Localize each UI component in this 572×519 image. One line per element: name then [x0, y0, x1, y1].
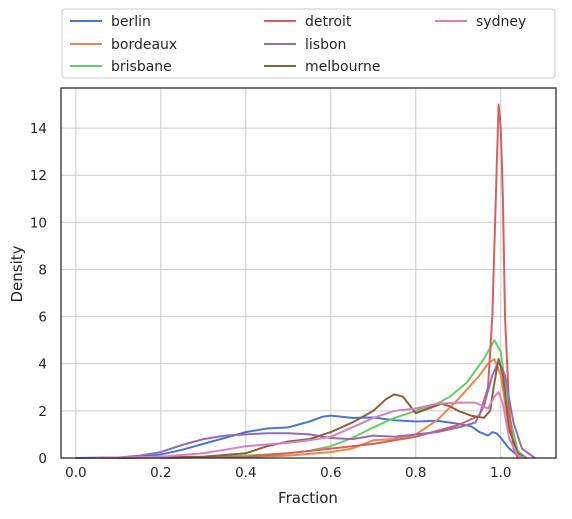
- x-axis-ticks: 0.0 0.2 0.4 0.6 0.8 1.0: [65, 465, 511, 481]
- y-tick-label: 2: [38, 404, 47, 420]
- legend-label-lisbon: lisbon: [305, 37, 346, 53]
- y-tick-label: 8: [38, 262, 47, 278]
- y-axis-label: Density: [8, 245, 26, 302]
- series-line-lisbon: [96, 360, 536, 459]
- legend: berlin bordeaux brisbane detroit lisbon melbo…: [61, 8, 556, 79]
- legend-label-melbourne: melbourne: [305, 59, 380, 75]
- legend-label-bordeaux: bordeaux: [111, 37, 177, 53]
- y-tick-label: 6: [38, 310, 47, 326]
- legend-label-berlin: berlin: [111, 14, 151, 30]
- x-tick-label: 0.2: [150, 465, 171, 481]
- series-lines: [74, 103, 536, 459]
- series-line-detroit: [159, 103, 519, 459]
- grid-lines: [61, 88, 556, 459]
- series-line-melbourne: [117, 358, 528, 459]
- x-tick-label: 1.0: [490, 465, 511, 481]
- y-tick-label: 4: [38, 357, 47, 373]
- series-line-sydney: [96, 391, 528, 459]
- x-tick-label: 0.0: [65, 465, 86, 481]
- x-tick-label: 0.6: [320, 465, 341, 481]
- y-tick-label: 12: [30, 168, 47, 184]
- y-axis-ticks: 0 2 4 6 8 10 12 14: [30, 121, 47, 467]
- x-axis-label: Fraction: [278, 489, 338, 507]
- x-tick-label: 0.8: [405, 465, 426, 481]
- series-line-bordeaux: [96, 358, 528, 459]
- x-tick-label: 0.4: [235, 465, 256, 481]
- plot-frame: [60, 87, 557, 459]
- y-tick-label: 0: [38, 451, 47, 467]
- y-tick-label: 10: [30, 215, 47, 231]
- legend-label-detroit: detroit: [305, 14, 352, 30]
- y-tick-label: 14: [30, 121, 47, 137]
- legend-label-sydney: sydney: [476, 14, 526, 30]
- legend-box: [61, 8, 556, 79]
- legend-label-brisbane: brisbane: [111, 59, 172, 75]
